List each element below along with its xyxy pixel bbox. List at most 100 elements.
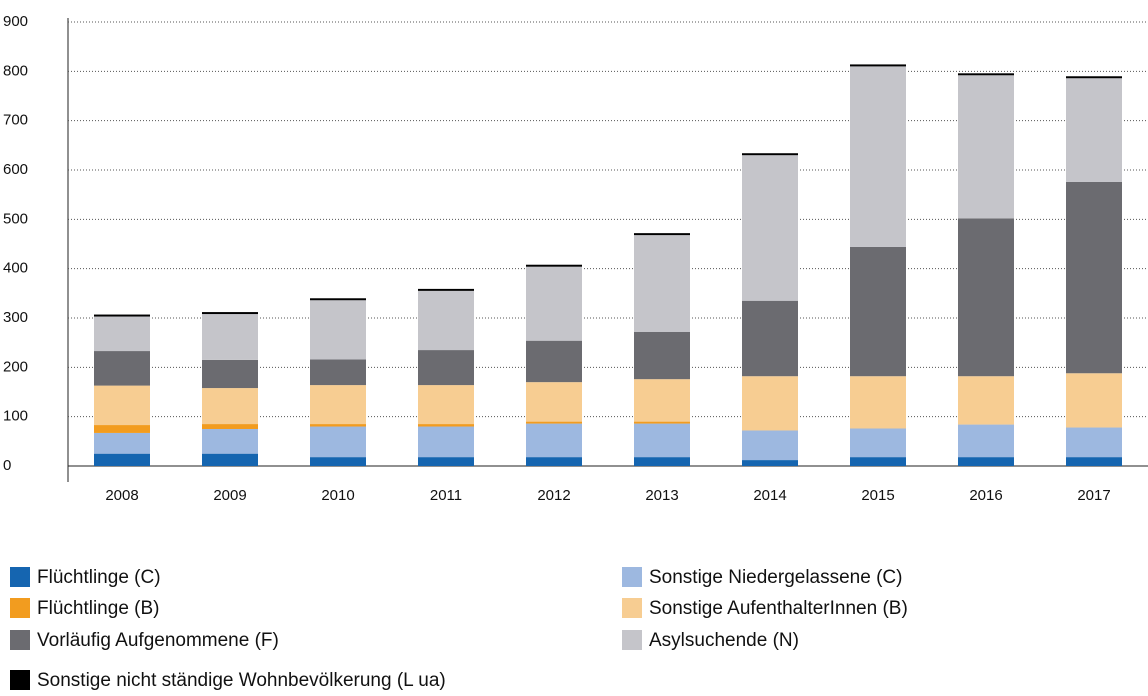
bar-segment — [418, 350, 474, 386]
bar-segment — [202, 429, 258, 454]
legend-swatch — [622, 598, 642, 618]
legend-label: Asylsuchende (N) — [649, 630, 799, 651]
bar-segment — [418, 385, 474, 425]
x-tick-label: 2013 — [645, 487, 678, 504]
bar-segment — [634, 457, 690, 466]
x-tick-label: 2008 — [105, 487, 138, 504]
bar-segment — [742, 460, 798, 466]
y-tick-label: 0 — [3, 457, 11, 474]
bar-segment — [634, 331, 690, 380]
bar-segment — [634, 235, 690, 332]
bar-segment — [310, 426, 366, 458]
x-tick-label: 2017 — [1077, 487, 1110, 504]
bar-segment — [742, 155, 798, 301]
bar-segment — [1066, 427, 1122, 458]
x-tick-label: 2014 — [753, 487, 786, 504]
legend-swatch — [10, 670, 30, 690]
legend-swatch — [10, 630, 30, 650]
bar-segment — [850, 66, 906, 247]
bar-segment — [94, 314, 150, 317]
legend-swatch — [10, 598, 30, 618]
x-tick-label: 2015 — [861, 487, 894, 504]
y-tick-label: 600 — [3, 161, 28, 178]
bar-segment — [202, 424, 258, 429]
bar-segment — [310, 385, 366, 425]
bar-segment — [958, 457, 1014, 466]
bar-segment — [1066, 181, 1122, 374]
x-tick-label: 2016 — [969, 487, 1002, 504]
bar-segment — [850, 376, 906, 429]
bar-segment — [958, 376, 1014, 425]
bar-segment — [850, 428, 906, 458]
bar-segment — [418, 290, 474, 351]
bar-segment — [94, 453, 150, 466]
x-tick-label: 2011 — [430, 487, 462, 504]
bar-segment — [310, 457, 366, 466]
x-tick-label: 2009 — [213, 487, 246, 504]
bar-segment — [526, 340, 582, 383]
bar-segment — [310, 424, 366, 427]
legend-swatch — [622, 630, 642, 650]
bar-segment — [850, 246, 906, 377]
y-tick-label: 400 — [3, 260, 28, 277]
bar-segment — [634, 233, 690, 236]
bar-segment — [526, 264, 582, 267]
bar-segment — [202, 359, 258, 389]
bar-segment — [1066, 373, 1122, 428]
bar-segment — [202, 388, 258, 425]
legend-label: Vorläufig Aufgenommene (F) — [37, 630, 279, 651]
y-tick-label: 500 — [3, 210, 28, 227]
bar-segment — [850, 64, 906, 67]
legend-label: Sonstige Niedergelassene (C) — [649, 567, 902, 588]
bar-segment — [526, 421, 582, 424]
bar-segment — [634, 423, 690, 458]
bar-segment — [202, 314, 258, 360]
bar-segment — [310, 298, 366, 301]
bar-segment — [94, 351, 150, 386]
bar-segment — [958, 73, 1014, 76]
bar-segment — [850, 457, 906, 466]
bar-segment — [202, 312, 258, 315]
bar-segment — [418, 424, 474, 427]
bar-segment — [958, 218, 1014, 377]
bar-segment — [742, 300, 798, 377]
x-tick-label: 2012 — [537, 487, 570, 504]
bar-segment — [1066, 457, 1122, 466]
y-tick-label: 800 — [3, 62, 28, 79]
legend-swatch — [10, 567, 30, 587]
bar-segment — [958, 424, 1014, 458]
bar-segment — [742, 376, 798, 431]
bar-segment — [94, 316, 150, 352]
bar-segment — [94, 385, 150, 426]
legend-swatch — [622, 567, 642, 587]
bar-segment — [310, 300, 366, 360]
bar-segment — [742, 430, 798, 461]
legend-label: Flüchtlinge (C) — [37, 567, 161, 588]
bar-segment — [418, 457, 474, 466]
bar-segment — [310, 359, 366, 386]
bar-segment — [94, 425, 150, 433]
bar-segment — [202, 453, 258, 466]
bar-segment — [958, 75, 1014, 219]
bar-segment — [94, 432, 150, 454]
bar-segment — [526, 457, 582, 466]
x-tick-label: 2010 — [321, 487, 354, 504]
bar-segment — [418, 426, 474, 458]
bar-segment — [1066, 78, 1122, 182]
legend-label: Sonstige nicht ständige Wohnbevölkerung … — [37, 670, 446, 691]
bar-segment — [526, 266, 582, 341]
legend-label: Flüchtlinge (B) — [37, 598, 160, 619]
y-tick-label: 200 — [3, 358, 28, 375]
bar-segment — [742, 153, 798, 156]
y-tick-label: 700 — [3, 112, 28, 129]
y-tick-label: 300 — [3, 309, 28, 326]
legend-label: Sonstige AufenthalterInnen (B) — [649, 598, 908, 619]
bar-segment — [526, 423, 582, 458]
y-tick-label: 100 — [3, 408, 28, 425]
bar-segment — [418, 288, 474, 291]
y-tick-label: 900 — [3, 13, 28, 30]
bar-segment — [526, 382, 582, 422]
bar-segment — [634, 421, 690, 424]
bar-segment — [634, 379, 690, 422]
